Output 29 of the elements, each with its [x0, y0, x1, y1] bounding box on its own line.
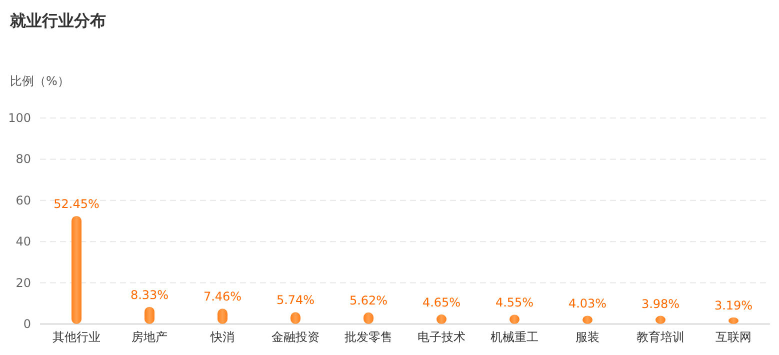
- data-label: 8.33%: [130, 288, 169, 302]
- x-tick-label: 教育培训: [636, 330, 684, 344]
- x-tick-label: 机械重工: [490, 330, 538, 344]
- x-tick-label: 互联网: [716, 330, 752, 344]
- x-tick-label: 房地产: [132, 330, 168, 344]
- y-tick-label: 80: [16, 152, 31, 166]
- x-tick-label: 金融投资: [272, 330, 320, 344]
- data-label: 5.62%: [349, 293, 388, 308]
- bar: [72, 216, 82, 324]
- data-label: 3.98%: [641, 296, 680, 311]
- x-tick-label: 电子技术: [418, 330, 466, 344]
- y-axis-title: 比例（%）: [10, 74, 70, 88]
- x-tick-label: 批发零售: [344, 330, 392, 344]
- y-tick-label: 100: [8, 111, 31, 125]
- y-tick-label: 20: [16, 276, 31, 290]
- data-label: 4.03%: [568, 296, 607, 311]
- data-label: 4.65%: [422, 295, 461, 310]
- data-label: 5.74%: [276, 293, 315, 308]
- data-label: 7.46%: [203, 290, 242, 304]
- chart-title: 就业行业分布: [9, 11, 106, 30]
- x-tick-label: 其他行业: [52, 330, 100, 344]
- y-tick-label: 60: [16, 193, 31, 208]
- y-tick-label: 0: [23, 317, 31, 331]
- y-tick-label: 40: [16, 234, 31, 249]
- x-tick-label: 服装: [576, 330, 600, 344]
- x-tick-label: 快消: [210, 330, 234, 344]
- data-label: 3.19%: [714, 298, 753, 312]
- data-label: 52.45%: [54, 196, 100, 211]
- data-label: 4.55%: [495, 296, 534, 310]
